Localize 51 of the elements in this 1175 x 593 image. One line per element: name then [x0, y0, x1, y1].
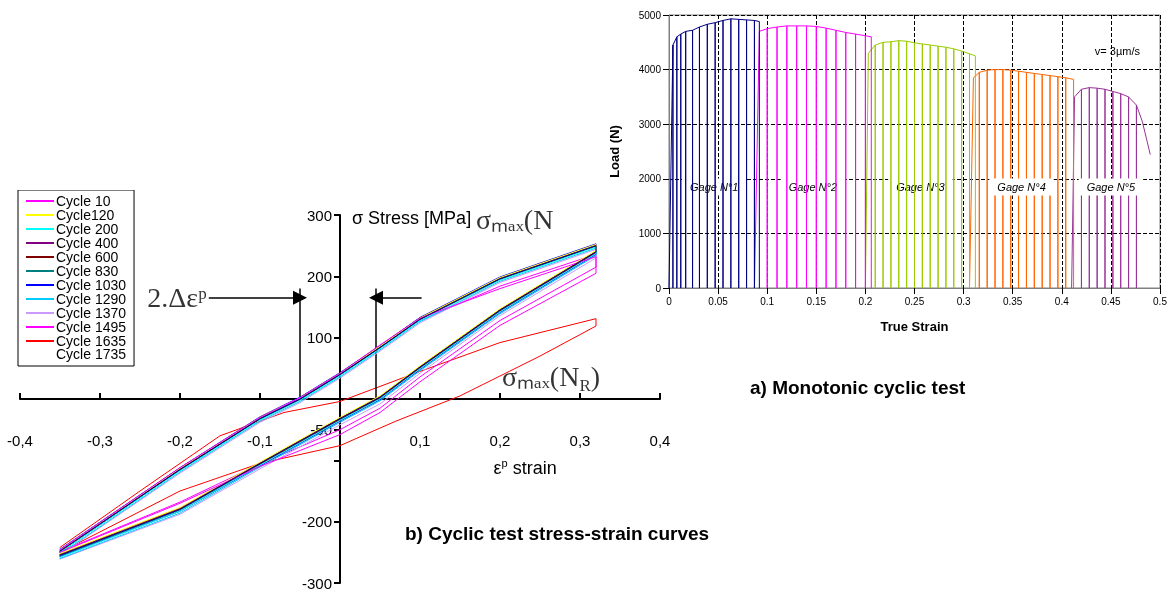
x-tick-label: 0,1: [409, 432, 431, 449]
text: b) Cyclic test stress-strain curves: [405, 523, 710, 544]
x-tick-label: 0: [666, 295, 673, 307]
series-label: Gage N°5: [1086, 180, 1136, 193]
x-tick-label: -0,1: [247, 432, 273, 449]
x-tick-label: 0.4: [1054, 295, 1070, 307]
y-axis-title: σ Stress [MPa]: [352, 208, 472, 228]
legend-label: Cycle 830: [56, 263, 119, 279]
x-tick-label: 0,2: [489, 432, 511, 449]
legend-label: Cycle 1495: [56, 319, 127, 335]
y-tick-label: 5000: [638, 9, 662, 21]
x-tick-label: 0.3: [956, 295, 971, 307]
x-tick-label: -0,2: [167, 432, 193, 449]
annotation: σₘₐₓ(N: [476, 204, 554, 236]
legend-label: Cycle 1635: [56, 333, 127, 349]
x-tick-label: 0.25: [904, 295, 925, 307]
annotation: 2.Δεᵖ: [147, 282, 208, 314]
y-tick-label: 200: [306, 267, 332, 285]
x-tick-label: 0.45: [1101, 295, 1122, 307]
legend-label: Cycle 400: [56, 235, 119, 251]
legend-label: Cycle 10: [56, 193, 111, 209]
x-tick-label: 0.05: [708, 295, 729, 307]
y-tick-label: -300: [301, 574, 332, 592]
x-tick-label: 0,3: [569, 432, 591, 449]
series-label: Gage N°4: [997, 180, 1046, 193]
legend-label: Cycle 1030: [56, 277, 127, 293]
x-tick-label: 0.2: [858, 295, 873, 307]
legend-label: Cycle 200: [56, 221, 119, 237]
legend-label: Cycle 1370: [56, 305, 127, 321]
annotation: v= 3µm/s: [1094, 44, 1141, 57]
y-tick-label: 100: [306, 329, 332, 347]
x-tick-label: -0,4: [7, 432, 33, 449]
y-tick-label: 4000: [638, 64, 662, 76]
legend-label: Cycle 1290: [56, 291, 127, 307]
y-tick-label: 1000: [638, 227, 662, 239]
y-axis-title: Load (N): [607, 125, 622, 178]
y-tick-label: 300: [306, 206, 332, 224]
x-axis-title: True Strain: [880, 319, 949, 334]
y-tick-label: -200: [301, 513, 332, 531]
x-tick-label: 0.5: [1153, 295, 1168, 307]
legend-label: Cycle 600: [56, 249, 119, 265]
y-tick-label: 2000: [638, 173, 662, 185]
x-tick-label: 0.15: [806, 295, 827, 307]
x-tick-label: 0.1: [760, 295, 775, 307]
x-tick-label: -0,3: [87, 432, 113, 449]
x-tick-label: 0,4: [649, 432, 671, 449]
text: a) Monotonic cyclic test: [750, 377, 967, 398]
legend-label: Cycle120: [56, 207, 115, 223]
x-tick-label: 0.35: [1002, 295, 1023, 307]
y-tick-label: 3000: [638, 118, 662, 130]
y-tick-label: 0: [655, 282, 662, 294]
